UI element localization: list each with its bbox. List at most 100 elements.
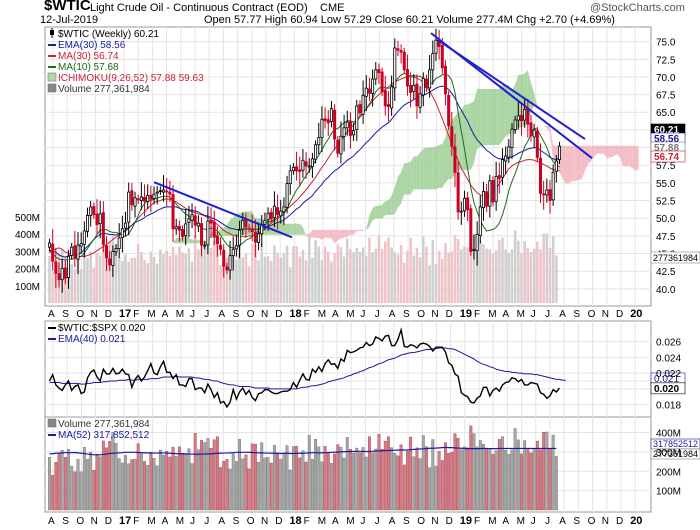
- month-label-bottom: M: [176, 516, 184, 527]
- candle-body: [551, 171, 555, 201]
- price-volume-tick: 100M: [15, 282, 40, 293]
- volume-bar: [130, 459, 134, 511]
- candle-body: [196, 222, 200, 227]
- volume-bar: [200, 440, 203, 511]
- volume-bar: [399, 444, 403, 511]
- price-volume-bar: [361, 247, 365, 303]
- candle-body: [545, 189, 549, 196]
- candle-body: [377, 69, 381, 74]
- cloud-segment: [502, 84, 506, 141]
- price-volume-bar: [241, 257, 244, 303]
- cloud-segment: [581, 145, 585, 180]
- cloud-segment: [549, 126, 554, 160]
- candle-body: [424, 78, 428, 88]
- price-volume-bar: [263, 256, 267, 303]
- legend-ema40: EMA(40) 0.021: [58, 334, 126, 345]
- volume-bar: [149, 452, 153, 511]
- volume-bar: [523, 440, 527, 511]
- price-volume-bar: [403, 262, 406, 303]
- price-volume-bar: [136, 243, 140, 303]
- volume-bar: [120, 462, 124, 511]
- price-volume-bar: [197, 249, 200, 303]
- legend-ratio: $WTIC:$SPX 0.020: [58, 323, 146, 334]
- candle-body: [225, 266, 229, 271]
- candle-body: [526, 107, 530, 125]
- cloud-segment: [416, 152, 421, 190]
- month-label: A: [559, 309, 566, 320]
- cloud-segment: [439, 144, 443, 188]
- cloud-segment: [230, 218, 234, 236]
- cloud-segment: [622, 145, 627, 167]
- price-volume-bar: [159, 249, 162, 303]
- volume-bar: [412, 456, 416, 511]
- price-volume-bar: [422, 236, 425, 303]
- price-volume-bar: [292, 246, 295, 303]
- month-label-bottom: A: [389, 516, 396, 527]
- volume-bar: [73, 471, 77, 511]
- volume-bar: [349, 449, 352, 511]
- price-volume-bar: [298, 256, 302, 303]
- cloud-segment: [407, 161, 411, 195]
- price-volume-bar: [393, 252, 397, 303]
- candle-body: [177, 225, 181, 231]
- cloud-segment: [315, 229, 319, 239]
- candle-body: [298, 169, 302, 172]
- candle-body: [95, 213, 99, 225]
- price-volume-bar: [235, 259, 238, 303]
- cloud-segment: [480, 88, 484, 147]
- legend-price: $WTIC (Weekly) 60.21: [58, 29, 159, 40]
- cloud-segment: [562, 145, 566, 184]
- volume-bar: [209, 448, 213, 511]
- price-volume-bar: [437, 250, 441, 303]
- volume-bar: [545, 431, 549, 511]
- volume-bar: [494, 450, 498, 511]
- cloud-segment: [496, 88, 500, 146]
- volume-bar: [57, 453, 61, 511]
- month-label-bottom: D: [446, 516, 453, 527]
- cloud-segment: [334, 229, 338, 244]
- candle-body: [304, 161, 308, 167]
- price-volume-bar: [453, 234, 457, 303]
- candle-body: [86, 214, 90, 232]
- price-volume-bar: [83, 247, 86, 303]
- cloud-segment: [359, 229, 364, 232]
- candle-body: [301, 159, 305, 171]
- volume-bar: [371, 452, 375, 511]
- symbol-title: $WTIC: [44, 0, 91, 14]
- month-label: S: [403, 309, 410, 320]
- price-volume-bar: [431, 240, 435, 303]
- volume-bar: [554, 456, 558, 511]
- price-volume-bar: [412, 255, 416, 303]
- trendlines: [153, 32, 593, 239]
- candle-body: [285, 183, 289, 208]
- candle-body: [390, 86, 394, 109]
- trendline-2018-b: [437, 39, 586, 140]
- legend-ichimoku-swatch: [47, 72, 57, 82]
- candle-body: [339, 135, 343, 155]
- price-volume-bar: [79, 269, 83, 303]
- month-label-bottom: N: [602, 516, 609, 527]
- volume-bar: [171, 446, 175, 511]
- volume-bar: [361, 447, 365, 511]
- candle-body: [187, 218, 191, 223]
- candle-body: [393, 47, 397, 89]
- price-volume-bar: [48, 256, 51, 303]
- candle-body: [133, 197, 137, 207]
- price-volume-bar: [168, 255, 172, 303]
- month-label-bottom: S: [233, 516, 240, 527]
- price-volume-bar: [510, 249, 514, 303]
- volume-bar: [86, 459, 89, 511]
- candle-body: [510, 128, 514, 148]
- candle-body: [504, 155, 508, 162]
- month-label: D: [275, 309, 282, 320]
- volume-bar: [263, 457, 267, 511]
- legend-ichimoku: ICHIMOKU(9,26,52) 57.88 59.63: [58, 73, 204, 84]
- volume-bar: [295, 445, 298, 511]
- month-label-bottom: S: [573, 516, 580, 527]
- volume-bar: [339, 446, 343, 511]
- cloud-segment: [283, 223, 288, 235]
- month-label-bottom: F: [474, 516, 480, 527]
- price-volume-bar: [73, 269, 77, 303]
- month-label: F: [474, 309, 480, 320]
